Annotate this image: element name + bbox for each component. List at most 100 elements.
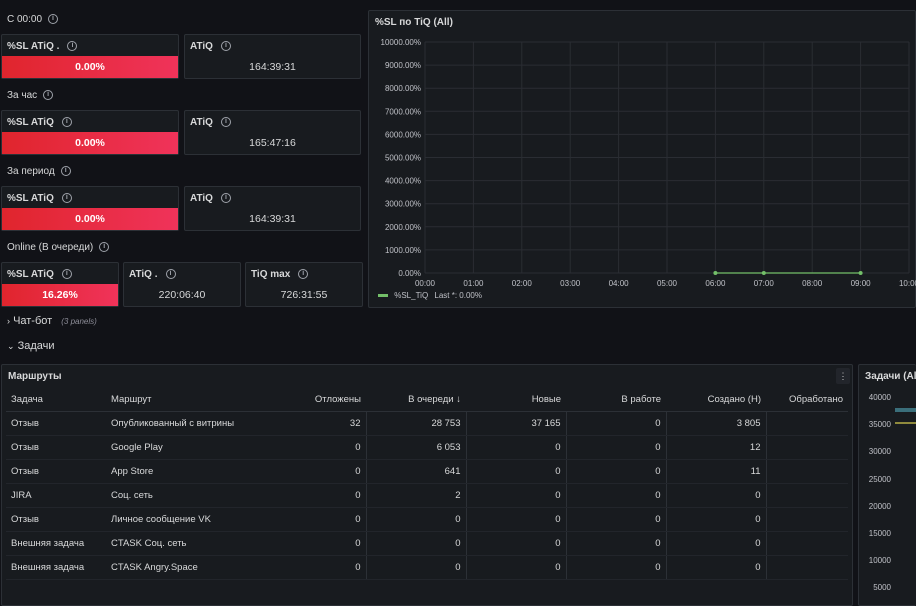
info-icon[interactable]: i [220,193,231,204]
cell-route: Соц. сеть [106,483,266,508]
stat-title: ATiQ i [190,193,231,204]
stat-panel-sl-atiq-online[interactable]: %SL ATiQ i 16.26% [1,262,119,307]
y-tick-label: 30000 [868,447,891,457]
info-icon[interactable]: i [298,269,309,280]
info-icon[interactable]: i [48,14,59,25]
info-icon[interactable]: i [60,166,71,177]
y-tick-label: 5000.00% [385,154,421,163]
column-header-sorted[interactable]: В очереди ↓ [366,389,466,412]
y-tick-label: 8000.00% [385,84,421,93]
legend-swatch [378,294,388,298]
stat-panel-sl-atiq[interactable]: %SL ATiQ .i 0.00% [1,34,179,79]
stat-title: ATiQ i [190,117,231,128]
cell-value: 0 [266,483,367,508]
cell-value: 0 [566,555,667,580]
cell-route: Опубликованный с витрины [106,411,266,436]
cell-value: 0 [666,483,767,508]
info-icon[interactable]: i [61,193,72,204]
legend-stat: Last *: 0.00% [434,291,482,300]
panel-menu-icon[interactable]: ⋮ [836,368,850,384]
cell-value: 0 [566,483,667,508]
cell-route: Личное сообщение VK [106,507,266,532]
table-row[interactable]: Внешняя задача CTASK Angry.Space 0 0 0 0 0 [6,555,848,580]
column-header[interactable]: Новые [466,389,566,412]
row-title: Задачи [17,340,55,352]
x-tick-label: 09:00 [851,279,872,288]
column-header[interactable]: Обработано [766,389,848,412]
data-point [858,271,863,275]
group-label-since-midnight: С 00:00 i [7,14,59,25]
stat-panel-tiq-max[interactable]: TiQ max i 726:31:55 [245,262,363,307]
tasks-chart-panel[interactable]: Задачи (All 40000 35000 30000 25000 20000 150… [858,364,916,606]
stat-panel-atiq-online[interactable]: ATiQ .i 220:06:40 [123,262,241,307]
cell-value: 0 [566,531,667,556]
info-icon[interactable]: i [165,269,176,280]
cell-value: 0 [466,507,567,532]
cell-value: 0 [266,555,367,580]
y-tick-label: 2000.00% [385,223,421,232]
cell-value: 2 [366,483,467,508]
stat-panel-sl-atiq[interactable]: %SL ATiQ i 0.00% [1,186,179,231]
column-header[interactable]: Отложены [266,389,366,412]
x-tick-label: 05:00 [657,279,678,288]
routes-table: Задача Маршрут Отложены В очереди ↓ Новы… [6,389,848,580]
x-tick-label: 03:00 [560,279,581,288]
cell-value [766,555,848,580]
info-icon[interactable]: i [67,41,78,52]
info-icon[interactable]: i [61,269,72,280]
y-tick-label: 40000 [868,393,891,402]
info-icon[interactable]: i [220,117,231,128]
x-tick-label: 06:00 [705,279,726,288]
cell-value: 0 [266,459,367,484]
panel-title: Маршруты [8,371,62,382]
cell-task: Отзыв [6,435,106,460]
column-header[interactable]: В работе [566,389,666,412]
info-icon[interactable]: i [61,117,72,128]
cell-value: 0 [466,531,567,556]
info-icon[interactable]: i [220,41,231,52]
cell-value [766,411,848,436]
table-row[interactable]: JIRA Соц. сеть 0 2 0 0 0 [6,483,848,508]
y-tick-label: 1000.00% [385,246,421,255]
stat-value: 164:39:31 [249,213,296,225]
y-tick-label: 15000 [868,529,891,538]
chevron-right-icon: › [7,316,10,326]
y-tick-label: 10000.00% [381,38,421,47]
stat-value: 16.26% [2,284,118,306]
table-row[interactable]: Отзыв Опубликованный с витрины 32 28 753 37 … [6,411,848,436]
cell-value: 0 [566,507,667,532]
row-tasks[interactable]: ⌄ Задачи [7,340,55,352]
routes-table-panel[interactable]: Маршруты ⋮ Задача Маршрут Отложены В оче… [1,364,853,606]
table-row[interactable]: Отзыв Личное сообщение VK 0 0 0 0 0 [6,507,848,532]
x-tick-label: 08:00 [802,279,823,288]
y-tick-label: 6000.00% [385,130,421,139]
stat-title: ATiQ i [190,41,231,52]
x-tick-label: 00:00 [415,279,436,288]
group-label-per-hour: За час i [7,90,54,101]
cell-value: 0 [466,483,567,508]
stat-panel-atiq[interactable]: ATiQ i 164:39:31 [184,186,361,231]
stat-panel-sl-atiq[interactable]: %SL ATiQ i 0.00% [1,110,179,155]
cell-route: CTASK Соц. сеть [106,531,266,556]
x-tick-label: 04:00 [609,279,630,288]
column-header[interactable]: Маршрут [106,389,266,412]
stat-title: %SL ATiQ i [7,193,72,204]
sl-tiq-chart-panel[interactable]: %SL по TiQ (All) 00:00 01:00 02:00 03:00 04:… [368,10,916,308]
stat-panel-atiq[interactable]: ATiQ i 165:47:16 [184,110,361,155]
chart-legend[interactable]: %SL_TiQ Last *: 0.00% [378,291,482,300]
info-icon[interactable]: i [99,242,110,253]
stat-value: 726:31:55 [280,289,328,301]
cell-route: Google Play [106,435,266,460]
y-tick-label: 20000 [868,501,891,511]
stat-title: %SL ATiQ .i [7,41,78,52]
stat-title: %SL ATiQ i [7,117,72,128]
row-chatbot[interactable]: › Чат-бот (3 panels) [7,315,97,327]
cell-value: 37 165 [466,411,567,436]
stat-panel-atiq[interactable]: ATiQ i 164:39:31 [184,34,361,79]
column-header[interactable]: Создано (Н) [666,389,766,412]
table-row[interactable]: Отзыв App Store 0 641 0 0 11 [6,459,848,484]
table-row[interactable]: Внешняя задача CTASK Соц. сеть 0 0 0 0 0 [6,531,848,556]
column-header[interactable]: Задача [6,389,106,412]
info-icon[interactable]: i [43,90,54,101]
table-row[interactable]: Отзыв Google Play 0 6 053 0 0 12 [6,435,848,460]
